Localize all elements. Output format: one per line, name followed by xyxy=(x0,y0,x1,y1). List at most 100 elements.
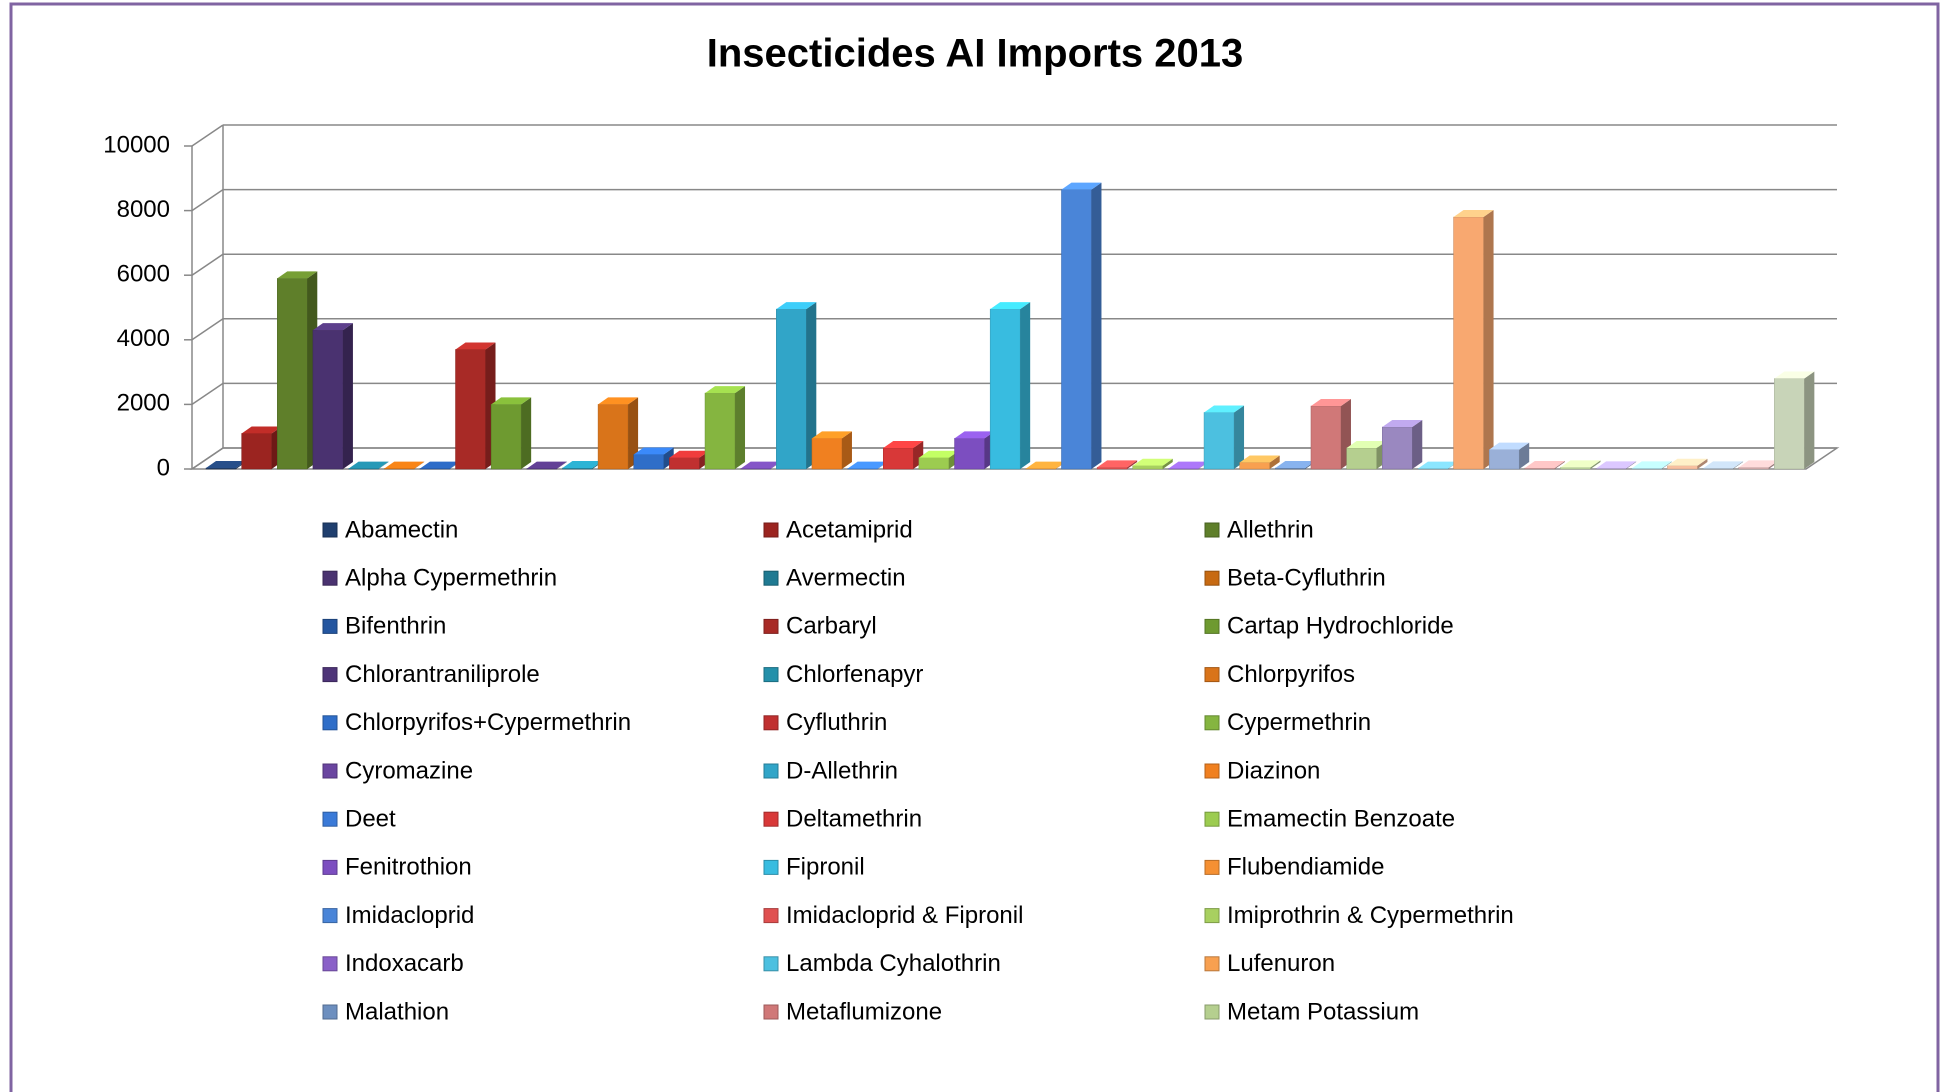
legend-label: Deet xyxy=(345,806,396,833)
bar-side xyxy=(342,323,353,469)
legend-swatch xyxy=(763,1004,779,1020)
bar-side xyxy=(1554,461,1565,469)
bar-top xyxy=(633,447,674,455)
bar-top xyxy=(847,461,888,469)
legend-swatch xyxy=(322,908,338,924)
bar-front xyxy=(704,392,736,470)
bar-top xyxy=(562,461,603,469)
legend-swatch xyxy=(763,570,779,586)
y-tick-label: 4000 xyxy=(117,325,170,352)
bar xyxy=(1595,461,1637,470)
bar-front xyxy=(1631,468,1663,470)
legend-label: Cyromazine xyxy=(345,757,473,784)
legend-label: Alpha Cypermethrin xyxy=(345,565,557,592)
bar xyxy=(1061,182,1102,470)
legend-label: Deltamethrin xyxy=(786,806,922,833)
bar-top xyxy=(206,461,246,469)
legend-swatch xyxy=(1204,618,1220,634)
bar-front xyxy=(1132,465,1164,470)
bar-front xyxy=(455,349,486,470)
bar xyxy=(1702,461,1744,470)
bar-top xyxy=(1774,371,1815,379)
bar-side xyxy=(1626,461,1637,469)
legend-label: Bifenthrin xyxy=(345,613,446,640)
bar xyxy=(1774,371,1815,470)
legend-label: Chlorpyrifos xyxy=(1227,661,1355,688)
y-tick-label: 8000 xyxy=(117,196,170,223)
bar-front xyxy=(1488,449,1520,470)
bar-front xyxy=(490,404,522,470)
legend-swatch xyxy=(1204,715,1220,731)
legend-swatch xyxy=(763,811,779,827)
legend-swatch xyxy=(322,763,338,779)
bar-side xyxy=(1804,371,1815,469)
bar xyxy=(1524,461,1565,470)
legend-label: Chlorpyrifos+Cypermethrin xyxy=(345,709,631,736)
legend-swatch xyxy=(763,859,779,875)
bar-top xyxy=(740,461,781,469)
bar-side xyxy=(1661,461,1672,469)
bar-top xyxy=(1453,210,1494,218)
bar-top xyxy=(669,450,710,458)
bar-front xyxy=(1061,189,1092,470)
bar-top xyxy=(1310,399,1351,407)
bar-top xyxy=(1417,461,1458,469)
legend-label: Emamectin Benzoate xyxy=(1227,806,1455,833)
bar xyxy=(1239,455,1280,470)
bar xyxy=(277,271,318,470)
bar-side xyxy=(378,461,389,469)
bar xyxy=(1132,458,1173,470)
bar xyxy=(776,302,817,470)
legend-swatch xyxy=(763,715,779,731)
legend-label: Imidacloprid xyxy=(345,902,474,929)
bar-side xyxy=(1519,442,1530,469)
grid-line-side xyxy=(191,318,224,341)
bar-top xyxy=(455,342,496,350)
bar xyxy=(918,450,959,470)
bar-front xyxy=(1667,465,1698,470)
bar xyxy=(1417,461,1458,470)
legend-swatch xyxy=(1204,522,1220,538)
bar-front xyxy=(954,438,985,470)
legend-label: Malathion xyxy=(345,998,449,1025)
bar-side xyxy=(1697,458,1708,469)
legend-swatch xyxy=(1204,908,1220,924)
bar-front xyxy=(277,278,308,470)
bar-top xyxy=(491,397,532,405)
legend-swatch xyxy=(322,667,338,683)
bar-top xyxy=(1239,455,1280,463)
bar-top xyxy=(1275,461,1316,469)
bar-top xyxy=(883,441,924,449)
legend-label: Cypermethrin xyxy=(1227,709,1371,736)
bar xyxy=(633,447,674,470)
legend-label: Metam Potassium xyxy=(1227,998,1419,1025)
bar-top xyxy=(384,461,425,469)
bar-front xyxy=(669,457,700,470)
bar-top xyxy=(1596,461,1637,469)
bar-front xyxy=(1346,447,1377,470)
legend-swatch xyxy=(1204,811,1220,827)
legend-label: Imiprothrin & Cypermethrin xyxy=(1227,902,1514,929)
bar xyxy=(1631,461,1672,470)
y-tick-label: 0 xyxy=(157,454,170,481)
legend-swatch xyxy=(322,522,338,538)
legend-label: Cyfluthrin xyxy=(786,709,887,736)
bar-side xyxy=(1091,182,1102,470)
legend-label: Lambda Cyhalothrin xyxy=(786,950,1001,977)
bar-top xyxy=(1631,461,1672,469)
legend-swatch xyxy=(763,908,779,924)
grid-line-side xyxy=(191,124,224,147)
legend-label: Chlorantraniliprole xyxy=(345,661,540,688)
legend-label: Avermectin xyxy=(786,565,906,592)
bar-top xyxy=(312,323,353,331)
legend-label: D-Allethrin xyxy=(786,757,898,784)
bar-top xyxy=(1025,461,1066,469)
bar-front xyxy=(1453,216,1484,470)
bar-side xyxy=(1127,460,1138,469)
bar-top xyxy=(277,271,318,279)
bar xyxy=(1310,399,1351,470)
bar-top xyxy=(241,426,282,434)
bar xyxy=(490,397,532,470)
bar-top xyxy=(1667,458,1708,466)
